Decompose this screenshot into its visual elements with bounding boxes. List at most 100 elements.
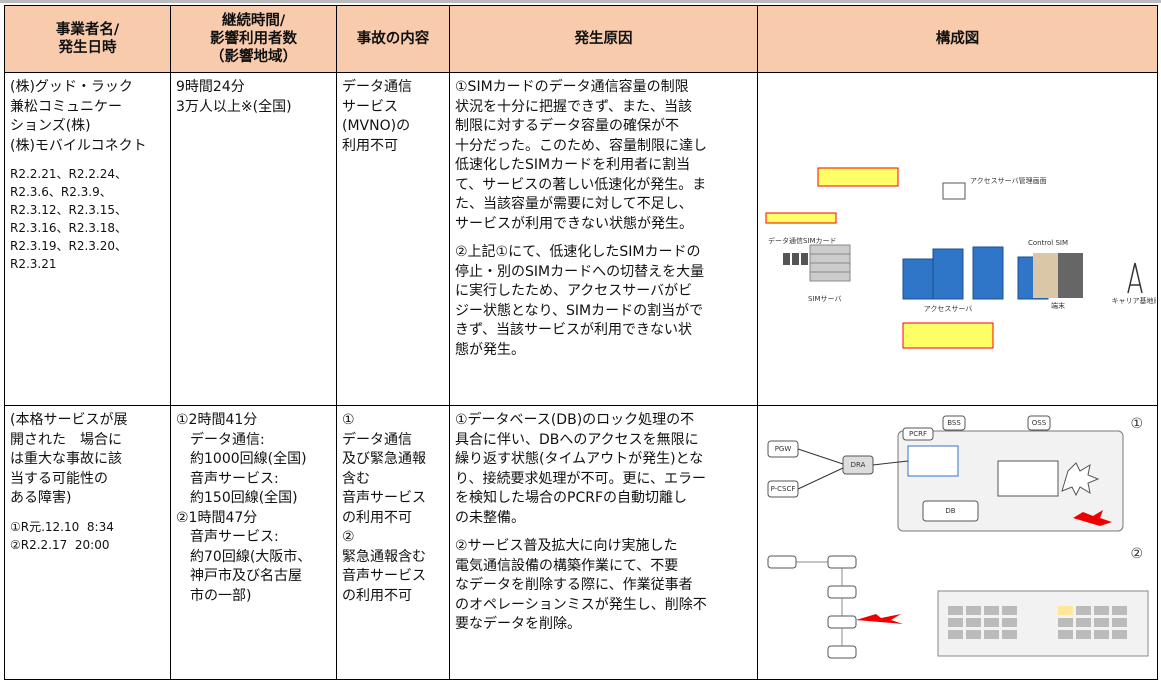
text-line: 繰り返す状態(タイムアウトが発生)とな — [455, 451, 704, 467]
callout — [902, 322, 994, 349]
table-cell: 9時間24分 3万人以上※(全国) — [170, 72, 337, 406]
text-line: 市の一部) — [176, 587, 252, 604]
text-line: ① — [342, 412, 355, 428]
text-line: 兼松コミュニケー — [10, 98, 122, 115]
antenna — [1127, 262, 1143, 294]
text-line: 影響利用者数 — [210, 31, 297, 47]
text-line: 約150回線(全国) — [176, 490, 298, 506]
cell-block — [1094, 618, 1109, 627]
cell-block — [1112, 630, 1127, 639]
text-line: ② — [342, 529, 355, 545]
text-line: 利用不可 — [342, 137, 398, 154]
text-line: 9時間24分 — [176, 79, 245, 95]
terminal — [1033, 253, 1061, 298]
text-line: ①2時間41分 — [176, 412, 258, 428]
text-line: ②上記①にて、低速化したSIMカードの — [455, 244, 701, 260]
cell-block — [1076, 630, 1091, 639]
diagram-label: ① — [1130, 416, 1143, 432]
sim-card — [801, 253, 808, 265]
text-line: 約1000回線(全国) — [176, 451, 307, 467]
text-line: 神戸市及び名古屋 — [176, 568, 302, 584]
diagram-label: OSS — [1032, 419, 1047, 427]
diagram-label: SIMサーバ — [808, 295, 841, 303]
diagram-label: DRA — [851, 461, 866, 469]
diagram-label: PCRF — [909, 430, 927, 438]
cell-block — [966, 630, 981, 639]
error-burst — [1061, 462, 1100, 497]
monitor — [942, 182, 966, 200]
text-line: のオペレーションミスが発生し、削除不 — [455, 596, 707, 613]
text-line: (株)グッド・ラック — [10, 79, 133, 95]
diagram-label: アクセスサーバ管理画面 — [970, 176, 1047, 185]
text-line: （影響地域） — [210, 49, 297, 65]
table-cell: ① データ通信 及び緊急通報 含む 音声サービス の利用不可 ② 緊急通報含む 音声サービス の利… — [336, 405, 450, 680]
node — [1027, 415, 1051, 431]
text-line: 3万人以上※(全国) — [176, 98, 292, 115]
text-line: て、サービスの著しい低速化が発生。ま — [455, 176, 707, 193]
table-cell: ①SIMカードのデータ通信容量の制限 状況を十分に把握できず、また、当該 制限に対す… — [449, 72, 758, 406]
text-line: データ通信: — [176, 431, 265, 448]
text-line: ①データベース(DB)のロック処理の不 — [455, 412, 695, 428]
text-line: 音声サービス: — [176, 470, 279, 487]
table-cell: (株)グッド・ラック 兼松コミュニケー ションズ(株) (株)モバイルコネクト R2.2… — [4, 72, 171, 406]
spacer — [455, 234, 752, 243]
cell-block — [1058, 618, 1073, 627]
text-line: 音声サービス: — [176, 529, 279, 545]
text-line: 電気通信設備の構築作業にて、不要 — [455, 557, 679, 574]
text-line: 継続時間/ — [221, 13, 286, 29]
node — [827, 645, 857, 659]
table-cell: 構成図 — [757, 5, 1158, 73]
cell-block — [948, 618, 963, 627]
diagram-label: 端末 — [1051, 301, 1065, 310]
node — [827, 555, 857, 569]
text-line: 音声サービス — [342, 490, 426, 506]
error-burst — [856, 614, 903, 624]
cell-block — [948, 606, 963, 615]
text-line: 緊急通報含む — [342, 548, 426, 565]
callout — [765, 212, 837, 224]
text-line: ジー状態となり、SIMカードの割当がで — [455, 302, 704, 319]
cell-block — [1076, 618, 1091, 627]
table-cell: 事故の内容 — [336, 5, 450, 73]
text-line: なデータを削除する際に、作業従事者 — [455, 577, 693, 593]
text-line: り、接続要求処理が不可。更に、エラー — [455, 470, 707, 487]
sim-card — [792, 253, 799, 265]
text-line: ある障害) — [10, 490, 72, 506]
text-line: 当する可能性の — [10, 470, 108, 487]
diagram-label: キャリア基地局 — [1112, 296, 1157, 305]
table-cell: ①2時間41分 データ通信: 約1000回線(全国) 音声サービス: 約150回… — [170, 405, 337, 680]
cell-block — [984, 618, 999, 627]
text-line: 含む — [342, 470, 370, 487]
node — [907, 445, 959, 477]
text-line: 要なデータを削除。 — [455, 616, 581, 632]
text-line: ①SIMカードのデータ通信容量の制限 — [455, 79, 689, 95]
table-cell: (本格サービスが展 開された 場合に は重大な事故に該 当する可能性の ある障害) ①R元… — [4, 405, 171, 680]
diagram-label: データ通信SIMカード — [768, 236, 837, 245]
text-line: の利用不可 — [342, 587, 412, 604]
text-line: 事業者名/ — [55, 22, 120, 38]
text-line: ②1時間47分 — [176, 509, 258, 526]
diagram-label: BSS — [947, 419, 961, 427]
cell-block — [966, 606, 981, 615]
text-line: 態が発生。 — [455, 341, 525, 358]
text-line: きず、当該サービスが利用できない状 — [455, 322, 693, 338]
cell-block — [1112, 618, 1127, 627]
cell-block — [984, 630, 999, 639]
node — [922, 500, 979, 522]
cell-block — [984, 606, 999, 615]
cell-block — [1076, 606, 1091, 615]
diagram-label: DB — [945, 507, 955, 515]
error-burst — [1073, 510, 1112, 526]
text-line: サービス — [342, 98, 398, 115]
text-line: た、当該容量が需要に対して不足し、 — [455, 196, 693, 212]
diagram-label: PGW — [775, 445, 792, 453]
table-cell: データ通信 サービス (MVNO)の 利用不可 — [336, 72, 450, 406]
cell-block — [1002, 630, 1017, 639]
text-line: (株)モバイルコネクト — [10, 137, 147, 154]
cell-block — [1058, 630, 1073, 639]
text-line: 及び緊急通報 — [342, 451, 426, 467]
text-line: 発生日時 — [58, 40, 117, 56]
node — [997, 460, 1059, 497]
